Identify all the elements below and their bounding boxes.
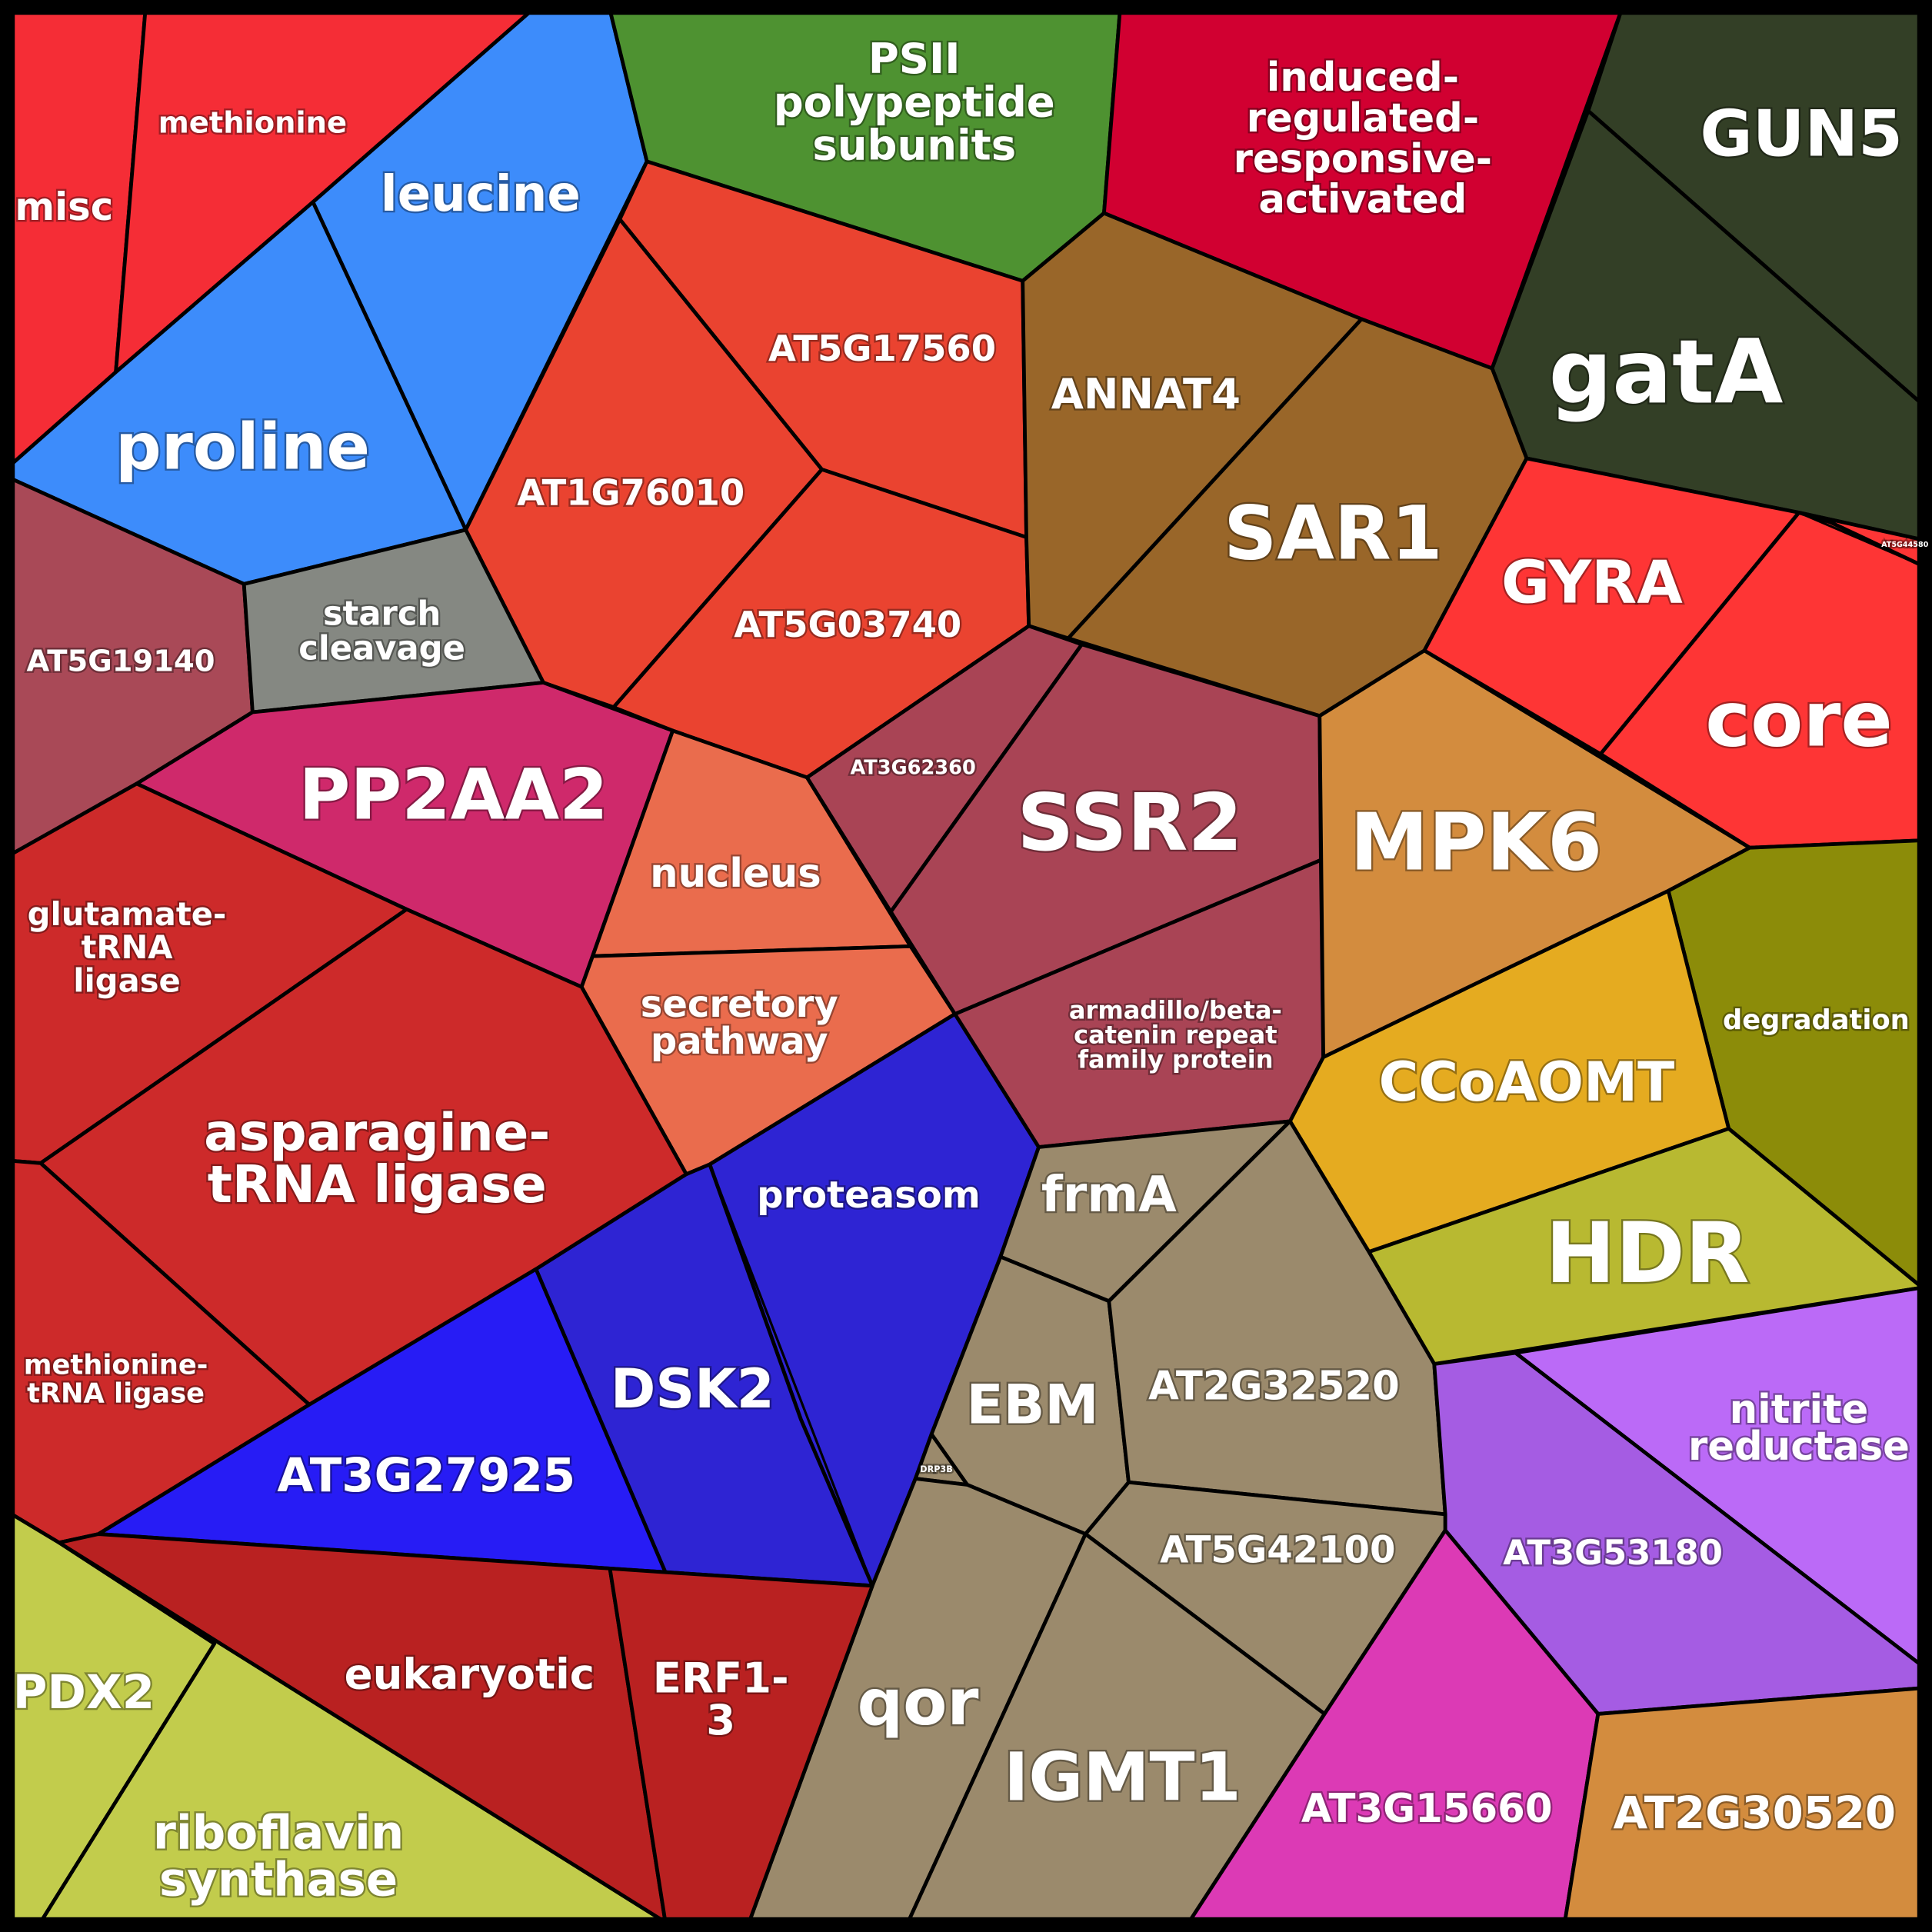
label-gun5: GUN5 <box>1700 96 1903 171</box>
label-hdr: HDR <box>1545 1204 1749 1302</box>
label-ebm: EBM <box>967 1374 1099 1437</box>
label-methionine: methionine <box>158 105 347 140</box>
label-nitrite-line-2: reductase <box>1688 1424 1910 1470</box>
label-pp2aa2: PP2AA2 <box>298 754 608 836</box>
label-riboflavin-line-1: riboflavin <box>153 1806 404 1860</box>
label-dsk2: DSK2 <box>611 1357 774 1421</box>
label-asparagine-line-1: asparagine- <box>204 1103 550 1163</box>
label-ccoaomt: CCoAOMT <box>1379 1051 1674 1114</box>
label-gata: gatA <box>1549 321 1784 425</box>
label-qor: qor <box>858 1665 979 1740</box>
label-induced-line-2: regulated- <box>1247 95 1480 142</box>
label-at5g17560: AT5G17560 <box>768 328 996 369</box>
label-at5g44580: AT5G44580 <box>1881 541 1929 549</box>
label-sar1: SAR1 <box>1224 490 1442 576</box>
label-igmt1: IGMT1 <box>1004 1739 1241 1816</box>
label-gyra: GYRA <box>1501 549 1683 618</box>
label-secretory-line-1: secretory <box>641 983 838 1026</box>
label-armadillo-line-2: catenin repeat <box>1074 1020 1277 1049</box>
label-at3g27925: AT3G27925 <box>277 1448 575 1503</box>
sibling-borders <box>9 9 1924 1924</box>
label-armadillo-line-1: armadillo/beta- <box>1069 995 1282 1024</box>
label-induced-line-1: induced- <box>1267 55 1459 101</box>
label-nucleus: nucleus <box>650 851 821 897</box>
label-armadillo-line-3: family protein <box>1078 1044 1273 1074</box>
label-degradation: degradation <box>1723 1004 1910 1036</box>
label-at5g42100: AT5G42100 <box>1160 1529 1395 1572</box>
label-asparagine-line-2: tRNA ligase <box>208 1154 547 1214</box>
label-erf-line-1: ERF1- <box>653 1653 789 1702</box>
label-at2g32520: AT2G32520 <box>1148 1364 1400 1410</box>
label-drp3b: DRP3B <box>920 1464 952 1474</box>
label-at3g53180: AT3G53180 <box>1503 1532 1723 1573</box>
label-glutamate-line-3: ligase <box>73 961 180 999</box>
label-starch-line-1: starch <box>323 595 441 634</box>
label-riboflavin-line-2: synthase <box>159 1853 398 1907</box>
label-psii-line-2: polypeptide <box>774 77 1055 126</box>
label-nitrite-line-1: nitrite <box>1730 1387 1869 1433</box>
label-secretory-line-2: pathway <box>651 1020 828 1063</box>
label-induced-line-4: activated <box>1258 177 1467 223</box>
label-at3g15660: AT3G15660 <box>1301 1786 1553 1832</box>
cell-layer <box>8 8 1924 1924</box>
label-misc: misc <box>15 185 113 229</box>
label-annat4: ANNAT4 <box>1051 369 1241 418</box>
label-proteasom: proteasom <box>757 1174 981 1217</box>
label-eukaryotic: eukaryotic <box>345 1650 595 1699</box>
label-at5g03740: AT5G03740 <box>734 604 961 645</box>
label-psii-line-3: subunits <box>812 120 1016 169</box>
label-at3g62360: AT3G62360 <box>850 757 975 780</box>
label-mpk6: MPK6 <box>1350 798 1602 889</box>
label-ssr2: SSR2 <box>1017 778 1242 869</box>
label-methtrna-line-1: methionine- <box>24 1350 208 1381</box>
label-at5g19140: AT5G19140 <box>26 644 215 678</box>
label-induced-line-3: responsive- <box>1234 136 1492 182</box>
label-glutamate-line-1: glutamate- <box>28 895 227 933</box>
label-methtrna-line-2: tRNA ligase <box>27 1378 205 1410</box>
label-layer: misc methionine leucine proline PSII pol… <box>11 32 1930 1909</box>
label-glutamate-line-2: tRNA <box>81 928 173 966</box>
label-erf-line-2: 3 <box>706 1695 735 1744</box>
label-starch-line-2: cleavage <box>298 629 465 668</box>
label-pdx2: PDX2 <box>13 1665 155 1720</box>
label-at2g30520: AT2G30520 <box>1614 1787 1897 1839</box>
label-frma: frmA <box>1041 1167 1177 1224</box>
label-at1g76010: AT1G76010 <box>517 472 744 514</box>
label-proline: proline <box>115 409 370 484</box>
label-core: core <box>1705 675 1892 764</box>
label-leucine: leucine <box>381 166 581 223</box>
label-psii-line-1: PSII <box>868 34 961 83</box>
